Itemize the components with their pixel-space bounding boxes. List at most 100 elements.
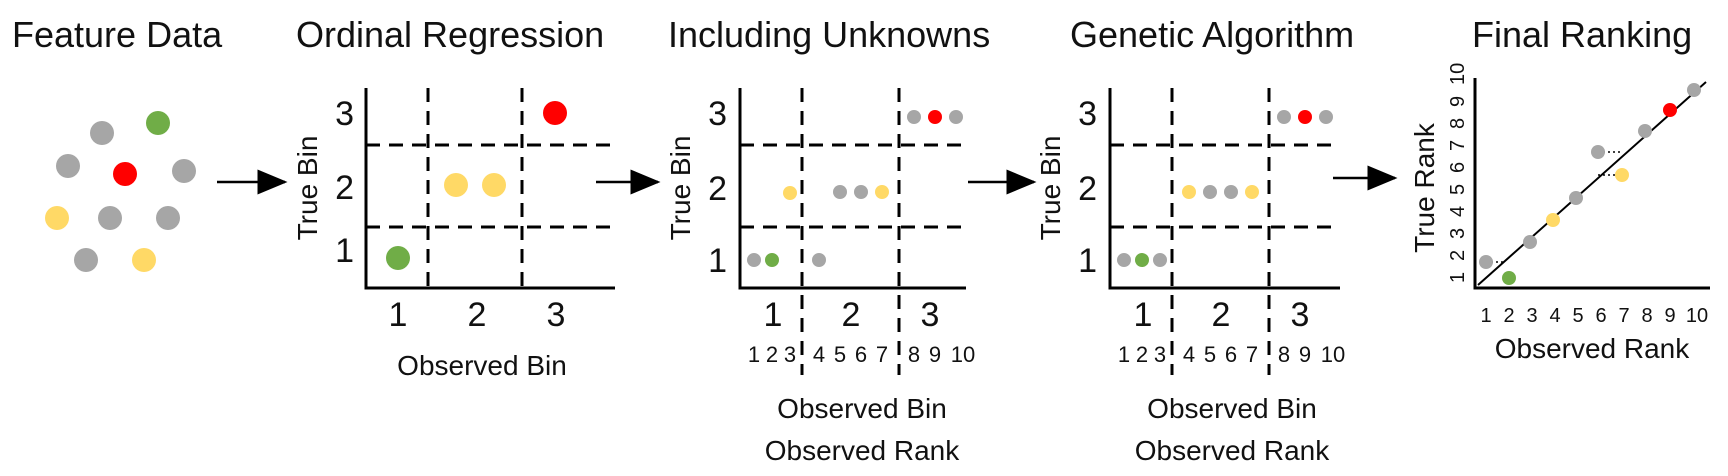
data-point (928, 110, 942, 124)
feature-data-panel: Feature Data (12, 14, 223, 272)
y-rank-label: 1 (1447, 272, 1469, 283)
rank-label: 3 (784, 342, 796, 367)
y-rank-label: 4 (1447, 206, 1469, 217)
feature-point (45, 206, 69, 230)
x-bin-label: 1 (764, 296, 783, 334)
data-point (1224, 185, 1238, 199)
data-point (1203, 185, 1217, 199)
rank-label: 8 (1278, 342, 1290, 367)
x-rank-label: 6 (1595, 305, 1606, 327)
y-rank-label: 7 (1447, 140, 1469, 151)
x-bin-label: 2 (1212, 296, 1231, 334)
x-bin-label: 3 (1291, 296, 1310, 334)
feature-point (132, 248, 156, 272)
rank-label: 5 (834, 342, 846, 367)
y-bin-label: 3 (708, 95, 727, 133)
x-rank-label: 7 (1618, 305, 1629, 327)
genetic-algorithm-panel: Genetic Algorithm 1 2 3 1 2 3 1 2 3 4 5 … (1035, 14, 1354, 466)
y-bin-label: 1 (335, 232, 354, 270)
y-bin-label: 1 (708, 242, 727, 280)
axes (1473, 78, 1710, 290)
data-point (444, 173, 468, 197)
data-point (765, 253, 779, 267)
x-bin-label: 3 (547, 296, 566, 334)
feature-point (156, 206, 180, 230)
x-axis-title: Observed Rank (1495, 333, 1691, 364)
x-bin-label: 1 (1134, 296, 1153, 334)
x-axis-title-rank: Observed Rank (1135, 435, 1331, 466)
x-rank-label: 5 (1572, 305, 1583, 327)
data-point (1153, 253, 1167, 267)
rank-label: 3 (1154, 342, 1166, 367)
x-rank-label: 4 (1549, 305, 1560, 327)
y-rank-label: 3 (1447, 228, 1469, 239)
data-point (1319, 110, 1333, 124)
data-point (1117, 253, 1131, 267)
rank-label: 5 (1204, 342, 1216, 367)
data-point (1245, 185, 1259, 199)
rank-label: 6 (1225, 342, 1237, 367)
data-point (1277, 110, 1291, 124)
including-unknowns-panel: Including Unknowns 1 2 3 1 2 3 1 2 3 4 5… (665, 14, 990, 466)
rank-label: 6 (855, 342, 867, 367)
rank-label: 7 (1246, 342, 1258, 367)
feature-point (56, 154, 80, 178)
y-rank-label: 9 (1447, 96, 1469, 107)
y-rank-label: 8 (1447, 118, 1469, 129)
y-axis-title: True Bin (665, 136, 696, 241)
ordinal-regression-title: Ordinal Regression (296, 14, 604, 55)
ordinal-regression-panel: Ordinal Regression 1 2 3 1 2 3 True Bin … (292, 14, 615, 381)
y-axis-title: True Bin (1035, 136, 1066, 241)
rank-label: 10 (951, 342, 975, 367)
y-axis-title: True Rank (1409, 122, 1440, 253)
final-ranking-title: Final Ranking (1472, 14, 1692, 55)
x-bin-label: 1 (389, 296, 408, 334)
x-rank-label: 10 (1686, 305, 1708, 327)
y-rank-label: 10 (1447, 63, 1469, 85)
y-rank-label: 6 (1447, 162, 1469, 173)
rank-label: 4 (813, 342, 825, 367)
x-axis-title-rank: Observed Rank (765, 435, 961, 466)
y-bin-label: 2 (708, 170, 727, 208)
axes (738, 88, 966, 290)
genetic-algorithm-title: Genetic Algorithm (1070, 14, 1354, 55)
y-bin-label: 1 (1078, 242, 1097, 280)
x-rank-label: 9 (1664, 305, 1675, 327)
x-rank-label: 1 (1480, 305, 1491, 327)
data-point (875, 185, 889, 199)
feature-point (172, 159, 196, 183)
x-bin-label: 2 (468, 296, 487, 334)
data-point (747, 253, 761, 267)
data-point (1687, 83, 1701, 97)
data-point (1663, 103, 1677, 117)
rank-label: 7 (876, 342, 888, 367)
data-point (854, 185, 868, 199)
feature-point (113, 162, 137, 186)
data-point (482, 173, 506, 197)
x-rank-label: 3 (1526, 305, 1537, 327)
rank-label: 2 (1136, 342, 1148, 367)
axes (364, 88, 615, 290)
rank-label: 8 (908, 342, 920, 367)
x-axis-title: Observed Bin (777, 393, 947, 424)
data-point (1479, 255, 1493, 269)
data-point (949, 110, 963, 124)
y-bin-label: 3 (1078, 95, 1097, 133)
x-rank-label: 2 (1503, 305, 1514, 327)
rank-label: 10 (1321, 342, 1345, 367)
data-point (1502, 271, 1516, 285)
data-point (1135, 253, 1149, 267)
x-axis-title: Observed Bin (1147, 393, 1317, 424)
data-point (1546, 213, 1560, 227)
y-axis-title: True Bin (292, 136, 323, 241)
including-unknowns-title: Including Unknowns (668, 14, 990, 55)
data-point (1569, 191, 1583, 205)
feature-point (98, 206, 122, 230)
rank-label: 1 (748, 342, 760, 367)
y-bin-label: 3 (335, 95, 354, 133)
data-point (907, 110, 921, 124)
x-axis-title: Observed Bin (397, 350, 567, 381)
data-point (812, 253, 826, 267)
y-rank-label: 2 (1447, 250, 1469, 261)
